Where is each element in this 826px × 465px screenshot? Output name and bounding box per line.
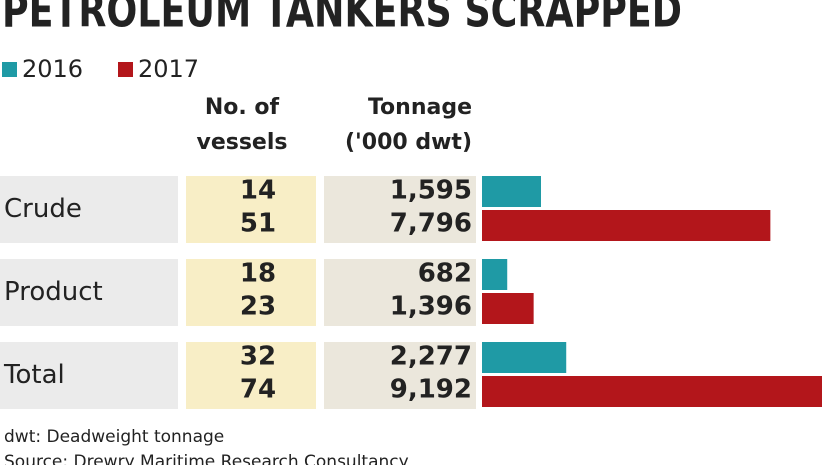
tonnage-cell — [324, 342, 476, 409]
tonnage-label: 9,192 — [390, 375, 472, 405]
legend-label: 2017 — [138, 55, 199, 83]
tonnage-label: 1,396 — [390, 292, 472, 322]
bar — [482, 293, 534, 324]
chart-title: PETROLEUM TANKERS SCRAPPED — [2, 0, 682, 38]
column-header: ('000 dwt) — [345, 130, 472, 155]
bar — [482, 259, 508, 290]
vessels-cell — [186, 176, 316, 243]
vessel-count: 23 — [240, 292, 276, 322]
vessel-count: 51 — [240, 209, 276, 239]
vessels-cell — [186, 342, 316, 409]
row-band — [0, 259, 178, 326]
legend-swatch — [118, 62, 133, 77]
vessel-count: 14 — [240, 176, 276, 206]
row-label: Product — [4, 277, 103, 307]
note: Source: Drewry Maritime Research Consult… — [4, 452, 409, 465]
column-header: Tonnage — [368, 95, 472, 120]
note: dwt: Deadweight tonnage — [4, 427, 224, 447]
column-header: vessels — [196, 130, 287, 155]
tonnage-cell — [324, 259, 476, 326]
legend-swatch — [2, 62, 17, 77]
tonnage-label: 1,595 — [390, 176, 472, 206]
column-header: No. of — [205, 95, 280, 120]
bar — [482, 342, 567, 373]
tonnage-label: 682 — [418, 259, 472, 289]
row-band — [0, 176, 178, 243]
vessels-cell — [186, 259, 316, 326]
tonnage-label: 2,277 — [390, 342, 472, 372]
row-label: Crude — [4, 194, 82, 224]
vessel-count: 32 — [240, 342, 276, 372]
bar — [482, 376, 822, 407]
tonnage-label: 7,796 — [390, 209, 472, 239]
legend-label: 2016 — [22, 55, 83, 83]
tonnage-cell — [324, 176, 476, 243]
vessel-count: 74 — [240, 375, 276, 405]
vessel-count: 18 — [240, 259, 276, 289]
bar — [482, 176, 541, 207]
bar — [482, 210, 771, 241]
row-label: Total — [3, 360, 65, 390]
row-band — [0, 342, 178, 409]
